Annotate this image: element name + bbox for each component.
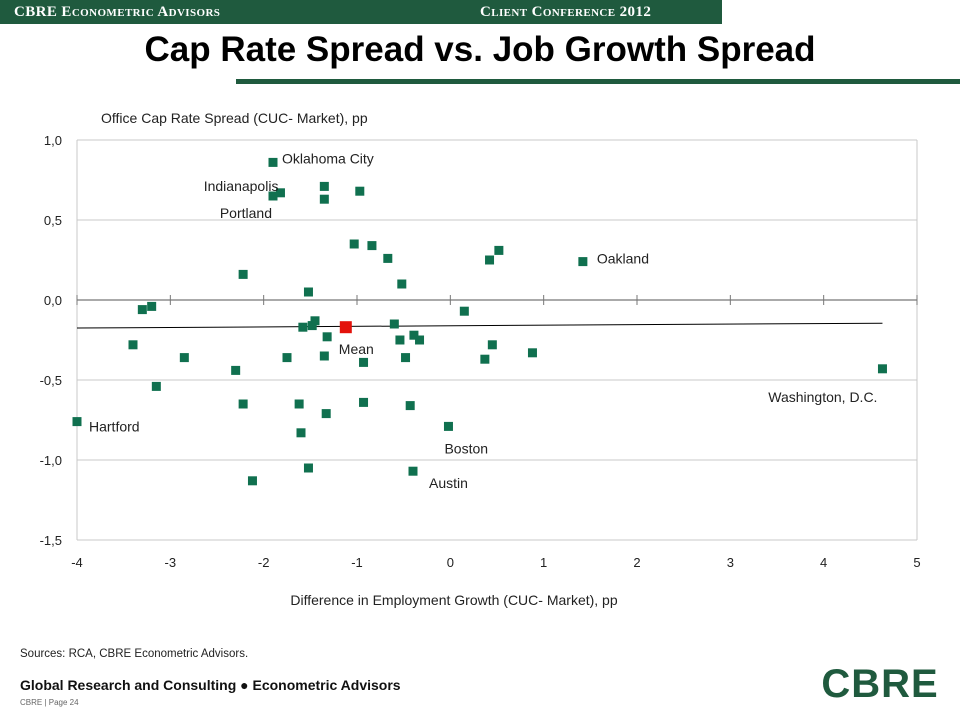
x-tick-label: 0: [447, 555, 454, 570]
data-point: [383, 253, 393, 263]
data-point: [275, 188, 285, 198]
data-point: [282, 353, 292, 363]
data-point: [298, 322, 308, 332]
data-point: [415, 335, 425, 345]
data-point: [355, 186, 365, 196]
data-point: [319, 181, 329, 191]
slide-title: Cap Rate Spread vs. Job Growth Spread: [144, 30, 816, 69]
data-point: [128, 340, 138, 350]
data-point: [349, 239, 359, 249]
point-annotation: Boston: [444, 440, 488, 456]
cbre-logo: CBRE: [821, 663, 938, 703]
data-point: [137, 305, 147, 315]
data-point: [179, 353, 189, 363]
data-point: [294, 399, 304, 409]
mean-point: [339, 321, 352, 334]
data-point: [359, 357, 369, 367]
data-point: [72, 417, 82, 427]
mean-label: Mean: [339, 341, 374, 357]
point-annotation: Hartford: [89, 419, 140, 435]
data-point: [231, 365, 241, 375]
sources-note: Sources: RCA, CBRE Econometric Advisors.: [20, 648, 249, 660]
x-tick-label: 5: [913, 555, 920, 570]
data-point: [247, 476, 257, 486]
logo-text: CBRE: [821, 663, 938, 703]
title-underline: [236, 79, 960, 84]
x-axis-title-wrap: Difference in Employment Growth (CUC- Ma…: [0, 592, 960, 608]
x-tick-label: 3: [727, 555, 734, 570]
x-tick-label: -1: [351, 555, 363, 570]
data-point: [147, 301, 157, 311]
data-point: [405, 401, 415, 411]
data-point: [487, 340, 497, 350]
data-point: [303, 287, 313, 297]
y-tick-label: 0,0: [44, 293, 62, 308]
tick-labels: 1,0 0,5 0,0 -0,5 -1,0 -1,5 -4 -3 -2 -1 0 1 2 3 4 5: [40, 133, 921, 570]
data-point: [268, 191, 278, 201]
y-tick-label: -1,0: [40, 453, 62, 468]
x-axis-title: Difference in Employment Growth (CUC- Ma…: [290, 592, 618, 608]
data-point: [307, 321, 317, 331]
gridlines: [77, 139, 917, 541]
point-annotation: Indianapolis: [204, 178, 279, 194]
data-point: [310, 316, 320, 326]
x-tick-label: 4: [820, 555, 827, 570]
y-axis-title: Office Cap Rate Spread (CUC- Market), pp: [101, 110, 368, 126]
data-point: [359, 397, 369, 407]
header-left-label: CBRE Econometric Advisors: [14, 4, 221, 20]
point-annotation: Washington, D.C.: [768, 389, 877, 405]
data-point: [443, 421, 453, 431]
data-point: [322, 332, 332, 342]
y-tick-label: -1,5: [40, 533, 62, 548]
data-point: [395, 335, 405, 345]
point-annotation: Oklahoma City: [282, 150, 374, 166]
data-point: [480, 354, 490, 364]
data-point: [401, 353, 411, 363]
x-tick-label: -4: [71, 555, 83, 570]
y-tick-label: 1,0: [44, 133, 62, 148]
data-point: [238, 269, 248, 279]
data-point: [485, 255, 495, 265]
data-point: [238, 399, 248, 409]
data-point: [459, 306, 469, 316]
header-bar: CBRE Econometric Advisors Client Confere…: [0, 0, 722, 24]
x-tick-label: -2: [258, 555, 270, 570]
data-point: [321, 409, 331, 419]
axes: [76, 140, 918, 540]
data-point: [578, 257, 588, 267]
point-annotation: Austin: [429, 475, 468, 491]
data-point: [527, 348, 537, 358]
data-point: [367, 241, 377, 251]
data-point: [319, 351, 329, 361]
data-point: [268, 157, 278, 167]
data-point: [296, 428, 306, 438]
data-point: [303, 463, 313, 473]
x-tick-label: 1: [540, 555, 547, 570]
data-point: [389, 319, 399, 329]
y-tick-label: 0,5: [44, 213, 62, 228]
x-tick-label: -3: [165, 555, 177, 570]
data-point: [494, 245, 504, 255]
trendline: [76, 322, 883, 329]
data-point: [408, 466, 418, 476]
data-point: [397, 279, 407, 289]
data-point: [319, 194, 329, 204]
data-points: [72, 157, 887, 486]
x-tick-label: 2: [633, 555, 640, 570]
footer-page-number: CBRE | Page 24: [20, 698, 79, 707]
header-right-label: Client Conference 2012: [480, 4, 652, 20]
data-point: [151, 381, 161, 391]
data-point: [409, 330, 419, 340]
footer-text: Global Research and Consulting ● Econome…: [20, 677, 401, 693]
data-point: [877, 364, 887, 374]
trendline-group: [76, 322, 883, 329]
point-annotation: Portland: [220, 205, 272, 221]
y-tick-label: -0,5: [40, 373, 62, 388]
point-annotation: Oakland: [597, 251, 649, 267]
